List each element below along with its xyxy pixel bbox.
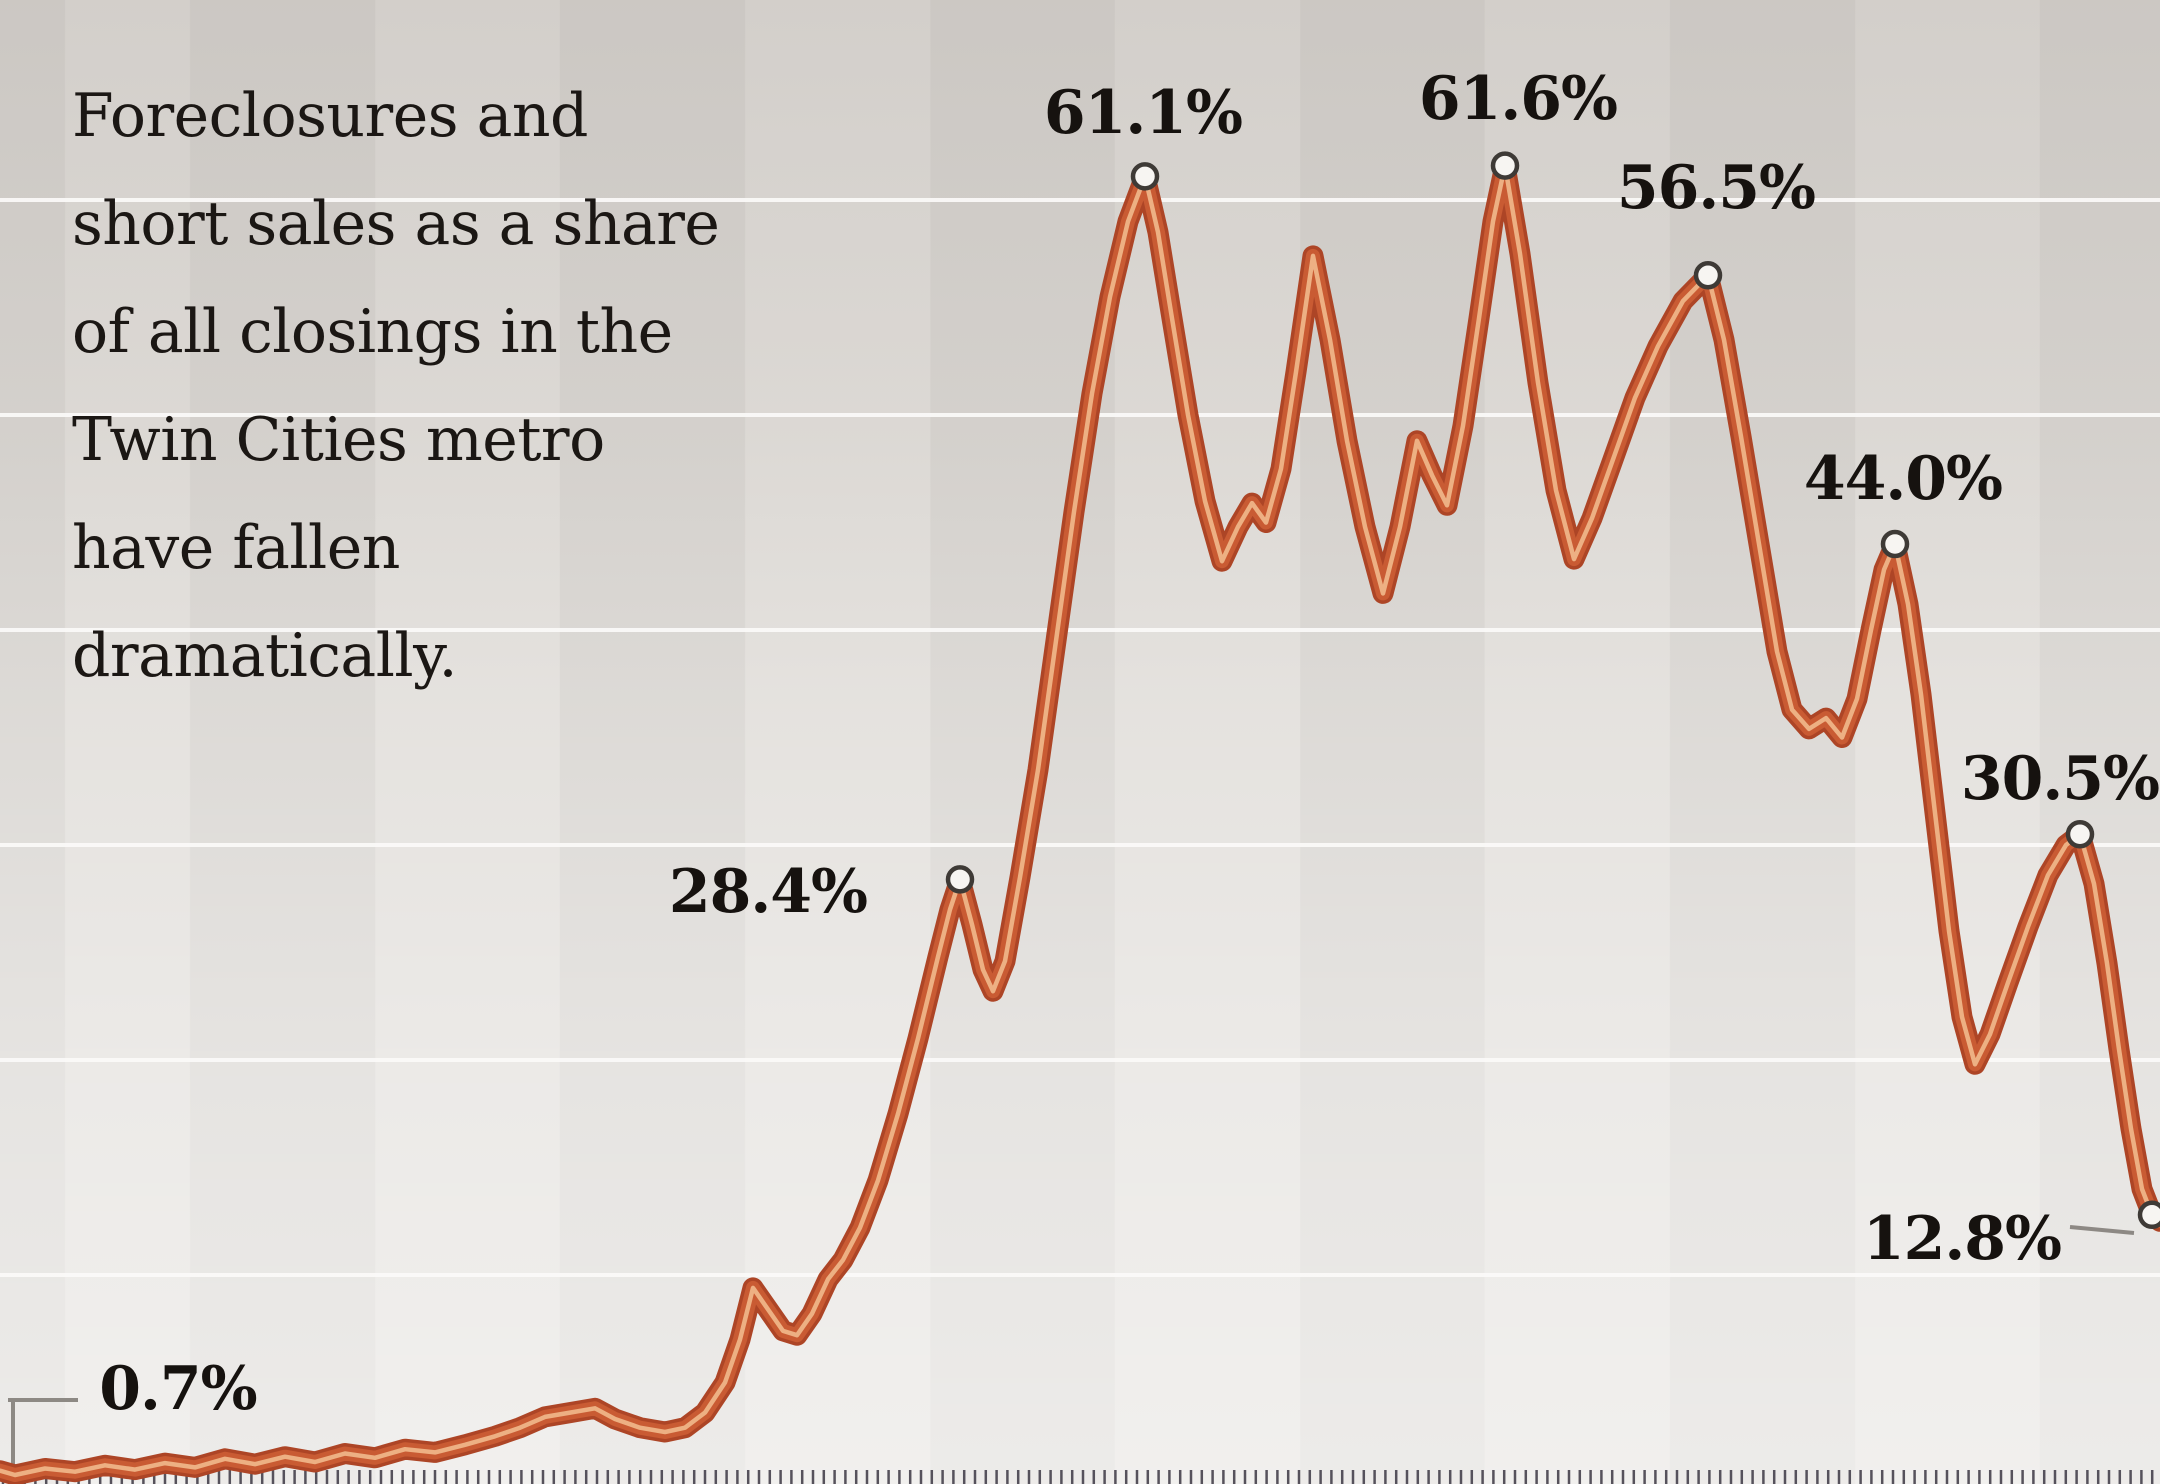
intro-line: short sales as a share xyxy=(72,189,720,259)
leader-line-start xyxy=(11,1398,15,1484)
gridline xyxy=(0,628,2160,632)
data-point-marker xyxy=(1880,529,1910,559)
data-point-marker xyxy=(1130,162,1160,191)
data-label: 56.5% xyxy=(1616,153,1816,223)
data-label: 61.6% xyxy=(1418,64,1618,134)
foreclosure-line-core xyxy=(0,163,2160,1478)
data-label: 12.8% xyxy=(1862,1204,2062,1274)
intro-line: of all closings in the xyxy=(72,297,673,367)
leader-line-start xyxy=(8,1398,78,1402)
data-point-marker xyxy=(1693,261,1723,290)
data-point-marker xyxy=(2137,1200,2160,1230)
leader-line-end xyxy=(2069,1225,2135,1235)
data-label: 61.1% xyxy=(1043,78,1243,148)
gridline xyxy=(0,843,2160,847)
data-point-marker xyxy=(945,865,975,894)
intro-line: Twin Cities metro xyxy=(72,405,605,475)
gridline xyxy=(0,1058,2160,1062)
data-label: 28.4% xyxy=(668,857,868,927)
intro-line: Foreclosures and xyxy=(72,81,588,151)
data-label: 30.5% xyxy=(1960,744,2160,814)
gridline xyxy=(0,1273,2160,1277)
intro-line: have fallen xyxy=(72,513,400,583)
data-label: 0.7% xyxy=(99,1354,257,1424)
data-point-marker xyxy=(1490,151,1520,180)
intro-text: Foreclosures and short sales as a share of… xyxy=(72,62,720,710)
data-label: 44.0% xyxy=(1803,444,2003,514)
gridline xyxy=(0,198,2160,202)
intro-line: dramatically. xyxy=(72,621,458,691)
data-point-marker xyxy=(2065,820,2095,849)
